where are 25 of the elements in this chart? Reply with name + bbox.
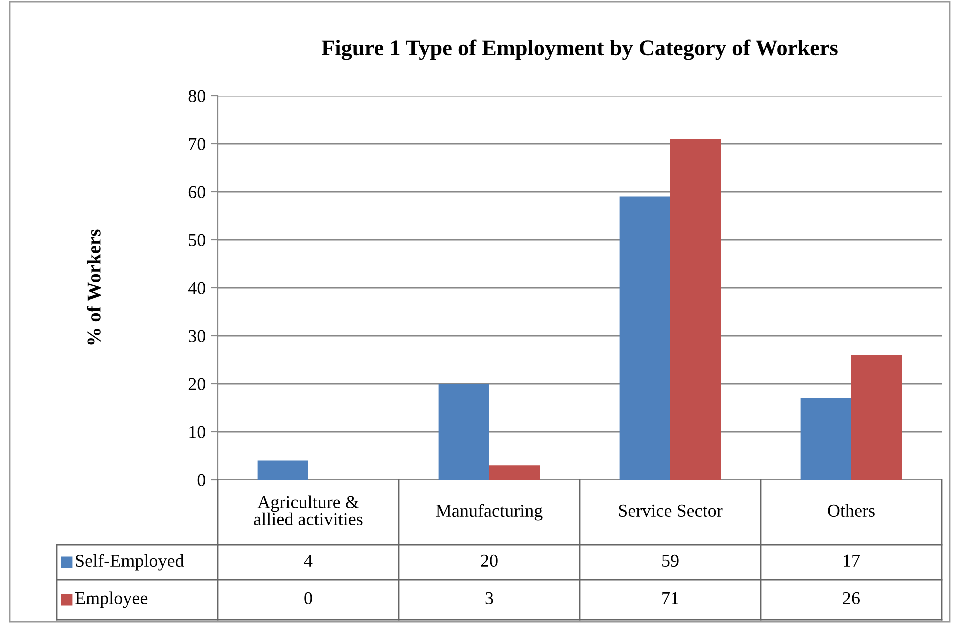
data-label: 4 <box>304 554 313 567</box>
chart-title: Figure 1 Type of Employment by Category of Workers <box>322 40 838 60</box>
y-tick-label: 50 <box>189 234 206 246</box>
y-tick-label: 80 <box>188 90 206 102</box>
data-label: 71 <box>662 592 678 604</box>
y-tick-label: 70 <box>189 138 206 150</box>
y-tick-label: 40 <box>188 282 206 294</box>
y-tick-label: 10 <box>190 426 206 438</box>
x-tick-label: Others <box>828 504 875 518</box>
legend-label: Self-Employed <box>76 554 184 571</box>
x-tick-label: Agriculture & allied activities <box>254 496 363 526</box>
x-tick-label: Service Sector <box>619 504 723 518</box>
y-axis-title: % of Workers <box>86 230 101 345</box>
y-tick-label: 0 <box>198 474 206 486</box>
y-tick-label: 30 <box>189 330 206 342</box>
data-label: 20 <box>481 554 498 568</box>
data-label: 17 <box>844 554 860 567</box>
y-tick-label: 20 <box>188 378 206 390</box>
data-label: 3 <box>486 592 494 605</box>
data-label: 0 <box>304 592 312 605</box>
y-tick-label: 60 <box>188 186 206 198</box>
legend-label: Employee <box>76 592 148 608</box>
x-tick-label: Manufacturing <box>436 504 543 521</box>
data-label: 26 <box>843 592 860 605</box>
data-label: 59 <box>662 554 679 568</box>
